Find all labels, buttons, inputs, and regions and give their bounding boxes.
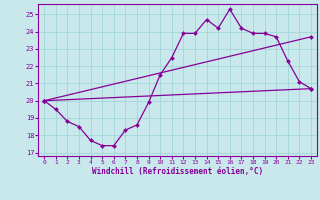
X-axis label: Windchill (Refroidissement éolien,°C): Windchill (Refroidissement éolien,°C) [92,167,263,176]
